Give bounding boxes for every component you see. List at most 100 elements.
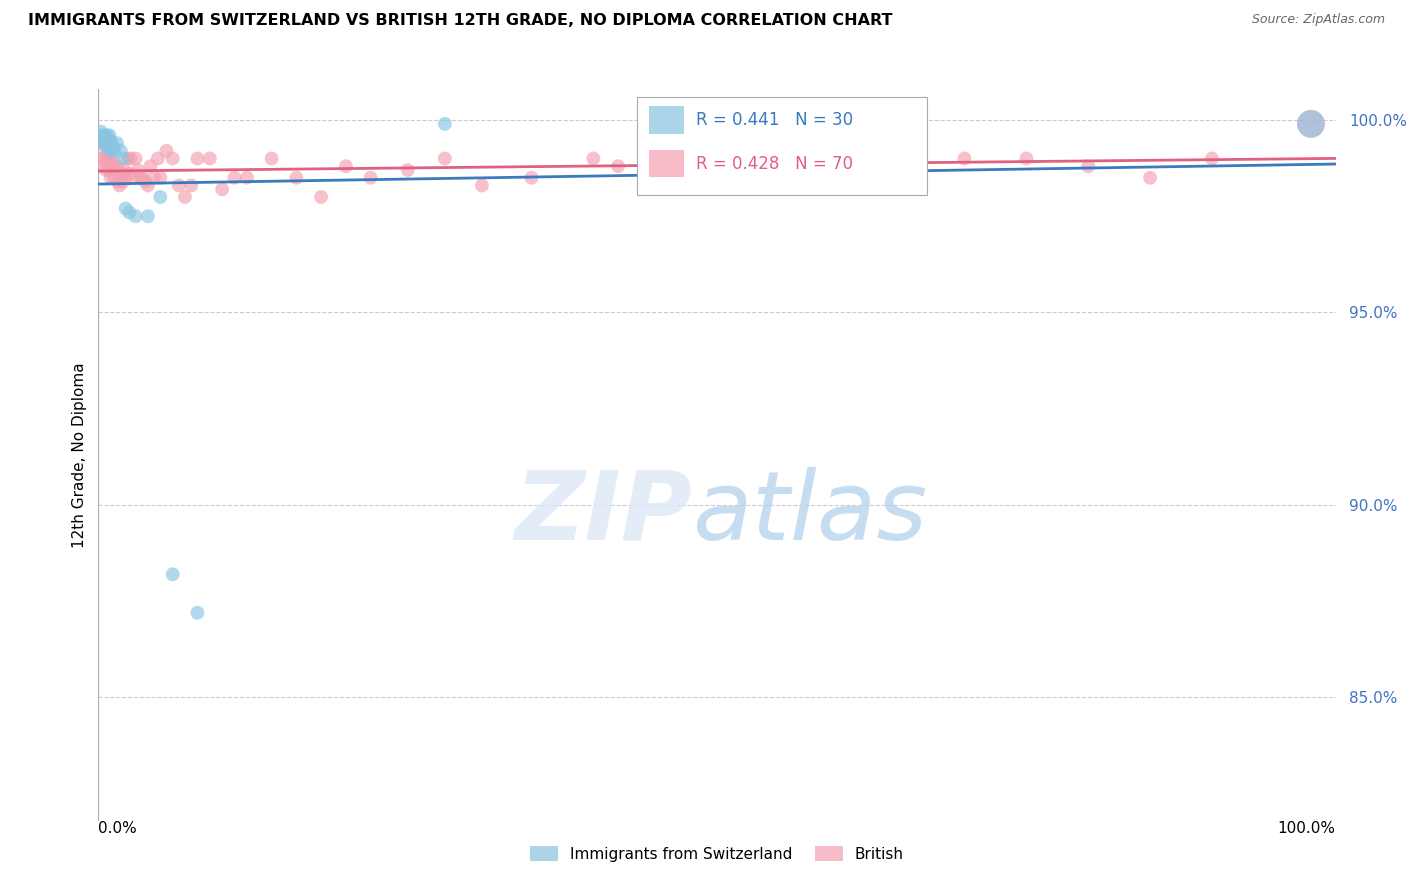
Text: IMMIGRANTS FROM SWITZERLAND VS BRITISH 12TH GRADE, NO DIPLOMA CORRELATION CHART: IMMIGRANTS FROM SWITZERLAND VS BRITISH 1… (28, 13, 893, 29)
Point (110, 170, 132, 185)
Text: ZIP: ZIP (515, 467, 692, 560)
Point (471, 178, 494, 193)
Point (101, 136, 124, 150)
Point (100, 170, 122, 185)
Text: R = 0.428   N = 70: R = 0.428 N = 70 (696, 154, 853, 172)
Point (127, 163, 149, 178)
Point (260, 152, 283, 166)
Point (105, 136, 128, 150)
Point (103, 170, 125, 185)
Point (136, 209, 159, 223)
Point (97, 140, 120, 154)
Point (93, 152, 115, 166)
Text: atlas: atlas (692, 467, 928, 560)
Point (139, 159, 162, 173)
Text: 0.0%: 0.0% (98, 821, 138, 836)
Point (146, 152, 169, 166)
Point (1299, 117, 1322, 131)
Point (98, 136, 121, 150)
Point (224, 170, 246, 185)
Point (118, 167, 141, 181)
Point (91, 128, 114, 143)
Point (112, 152, 135, 166)
Point (136, 178, 159, 193)
Point (1139, 170, 1161, 185)
Point (1299, 117, 1322, 131)
Point (97, 152, 120, 166)
Point (134, 175, 156, 189)
Point (91, 136, 114, 150)
Point (335, 159, 357, 173)
Point (108, 178, 131, 193)
Point (96, 136, 118, 150)
Point (132, 170, 155, 185)
Point (98, 163, 121, 178)
Point (100, 144, 122, 158)
Text: 100.0%: 100.0% (1278, 821, 1336, 836)
Point (180, 178, 202, 193)
Point (186, 606, 208, 620)
Point (149, 170, 172, 185)
Point (93, 136, 115, 150)
Point (98, 155, 121, 169)
Point (91, 132, 114, 146)
Point (768, 163, 790, 178)
Point (162, 152, 184, 166)
Point (104, 163, 127, 178)
Point (607, 159, 630, 173)
Point (94, 132, 117, 146)
Point (94, 163, 117, 178)
Point (891, 159, 914, 173)
Point (120, 152, 142, 166)
Point (211, 182, 233, 196)
Point (520, 170, 543, 185)
Point (129, 170, 152, 185)
Bar (650, 106, 683, 134)
Point (122, 170, 145, 185)
Point (1015, 152, 1038, 166)
Point (433, 152, 456, 166)
Point (162, 567, 184, 582)
Point (114, 170, 136, 185)
Text: Source: ZipAtlas.com: Source: ZipAtlas.com (1251, 13, 1385, 27)
Point (285, 170, 308, 185)
Point (124, 152, 146, 166)
Point (90, 152, 112, 166)
Point (143, 170, 166, 185)
Point (94, 140, 117, 154)
Point (236, 170, 259, 185)
Point (93, 136, 115, 150)
Point (706, 152, 728, 166)
Point (433, 117, 456, 131)
Point (309, 190, 332, 204)
Point (149, 190, 172, 204)
Point (96, 147, 118, 161)
Point (96, 128, 118, 143)
Point (124, 209, 146, 223)
Point (1201, 152, 1223, 166)
Legend: Immigrants from Switzerland, British: Immigrants from Switzerland, British (524, 840, 910, 868)
Point (582, 152, 605, 166)
Point (186, 152, 208, 166)
Point (110, 144, 132, 158)
Point (830, 152, 852, 166)
Point (100, 136, 122, 150)
Point (174, 190, 197, 204)
Point (103, 155, 125, 169)
Point (103, 140, 125, 154)
Point (644, 170, 666, 185)
Point (98, 128, 121, 143)
Y-axis label: 12th Grade, No Diploma: 12th Grade, No Diploma (72, 362, 87, 548)
FancyBboxPatch shape (637, 96, 928, 195)
Point (118, 205, 141, 219)
Bar (650, 150, 683, 178)
Point (112, 175, 135, 189)
Point (111, 167, 134, 181)
Point (107, 175, 129, 189)
Point (101, 159, 124, 173)
Point (396, 163, 419, 178)
Point (105, 159, 128, 173)
Point (97, 132, 120, 146)
Point (93, 159, 115, 173)
Point (953, 152, 976, 166)
